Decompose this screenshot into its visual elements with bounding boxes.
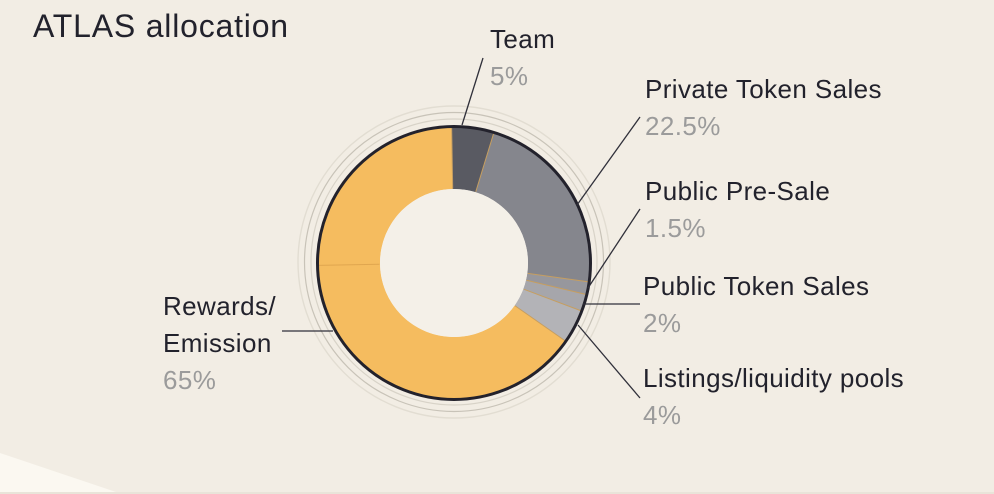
rewards-internal-divider-line	[318, 263, 380, 266]
donut-segment-public-token-sales	[523, 280, 588, 312]
segment-divider-line	[523, 288, 582, 312]
callout-rewards-emission: Rewards/Emission 65%	[163, 288, 276, 399]
segment-divider-line	[451, 127, 454, 189]
callout-public-token-sales: Public Token Sales 2%	[643, 268, 869, 342]
callout-value: 22.5%	[645, 111, 721, 141]
donut-segment-listings-liquidity-pools	[514, 289, 583, 342]
callout-label: Team	[490, 24, 556, 54]
donut-hole	[380, 189, 528, 337]
callout-label: Private Token Sales	[645, 74, 882, 104]
chart-title: ATLAS allocation	[33, 8, 289, 44]
donut-segment-rewards-emission	[317, 126, 567, 400]
callout-label: Public Token Sales	[643, 271, 870, 301]
decorative-circle	[303, 111, 605, 413]
decorative-circle	[297, 105, 611, 419]
callout-value: 1.5%	[645, 213, 706, 243]
donut-segment-private-token-sales	[475, 131, 592, 283]
callout-label: Listings/liquidity pools	[643, 363, 905, 393]
segment-divider-line	[514, 305, 566, 342]
donut-segment-public-pre-sale	[525, 273, 590, 295]
callout-private-token-sales: Private Token Sales 22.5%	[645, 71, 882, 145]
segment-divider-line	[527, 272, 589, 283]
leader-line-public-pre-sale	[587, 208, 641, 289]
callout-value: 2%	[643, 308, 682, 338]
callout-listings-liquidity-pools: Listings/liquidity pools 4%	[643, 360, 904, 434]
segment-divider-line	[475, 132, 495, 192]
segment-divider-line	[526, 279, 587, 296]
callout-value: 5%	[490, 61, 529, 91]
decorative-circle	[310, 118, 598, 406]
callout-label: Emission	[163, 328, 272, 358]
callout-value: 4%	[643, 400, 682, 430]
callout-team: Team 5%	[490, 21, 555, 95]
callout-label: Rewards/	[163, 291, 277, 321]
leader-line-listings-liquidity-pools	[577, 324, 641, 399]
leader-line-team	[461, 57, 484, 126]
callout-value: 65%	[163, 365, 217, 395]
callout-public-pre-sale: Public Pre-Sale 1.5%	[645, 173, 830, 247]
bottom-edge-strip	[0, 492, 994, 494]
donut-outer-ring	[316, 125, 592, 401]
donut-segment-team	[451, 126, 495, 193]
callout-label: Public Pre-Sale	[645, 176, 831, 206]
leader-line-private-token-sales	[576, 116, 641, 206]
